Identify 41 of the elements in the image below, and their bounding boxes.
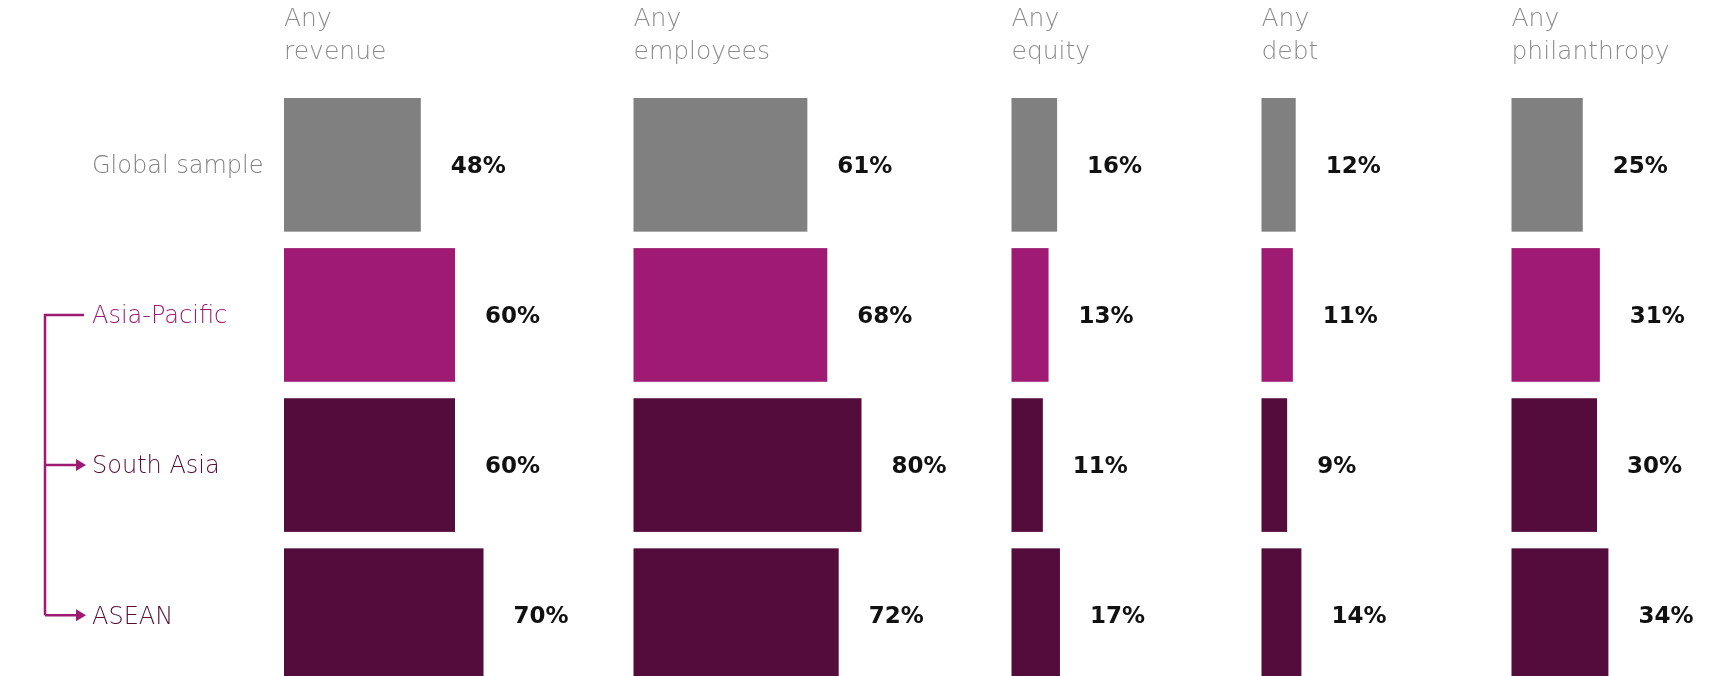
bar [633, 98, 808, 232]
y-tick-label: South Asia [92, 451, 220, 480]
data-label: 60% [485, 301, 541, 328]
data-label: 61% [837, 151, 893, 178]
data-label: 17% [1089, 602, 1146, 629]
bar [1261, 98, 1296, 232]
data-label: 48% [450, 151, 506, 178]
data-label: 13% [1078, 301, 1134, 328]
data-label: 11% [1322, 301, 1378, 328]
data-label: 9% [1317, 452, 1357, 479]
bar [1261, 248, 1293, 382]
chart-title: Any debt [1261, 3, 1319, 65]
chart-title: Any employees [633, 3, 770, 65]
bar [1011, 248, 1049, 382]
bar [1261, 398, 1288, 532]
y-tick-label: Asia-Pacific [92, 301, 228, 330]
data-label: 80% [891, 452, 947, 479]
chart-title: Any revenue [284, 3, 387, 65]
data-label: 60% [485, 452, 541, 479]
bar [633, 248, 828, 382]
bar [1511, 398, 1597, 532]
data-label: 30% [1627, 452, 1683, 479]
data-label: 11% [1072, 452, 1128, 479]
y-tick-label: ASEAN [92, 601, 174, 630]
data-label: 25% [1612, 151, 1668, 178]
data-label: 16% [1087, 151, 1143, 178]
data-label: 31% [1629, 301, 1685, 328]
data-label: 12% [1325, 151, 1381, 178]
bar [1011, 98, 1058, 232]
data-label: 70% [513, 602, 569, 629]
chart-title: Any philanthropy [1511, 3, 1670, 65]
y-tick-label: Global sample [92, 151, 264, 180]
data-label: 34% [1638, 602, 1694, 629]
bar [1011, 398, 1043, 532]
data-label: 14% [1331, 602, 1387, 629]
bar [1511, 248, 1600, 382]
data-label: 72% [868, 602, 924, 629]
bar [633, 398, 862, 532]
data-label: 68% [857, 301, 913, 328]
chart-title: Any equity [1011, 3, 1091, 65]
bar [1511, 98, 1583, 232]
